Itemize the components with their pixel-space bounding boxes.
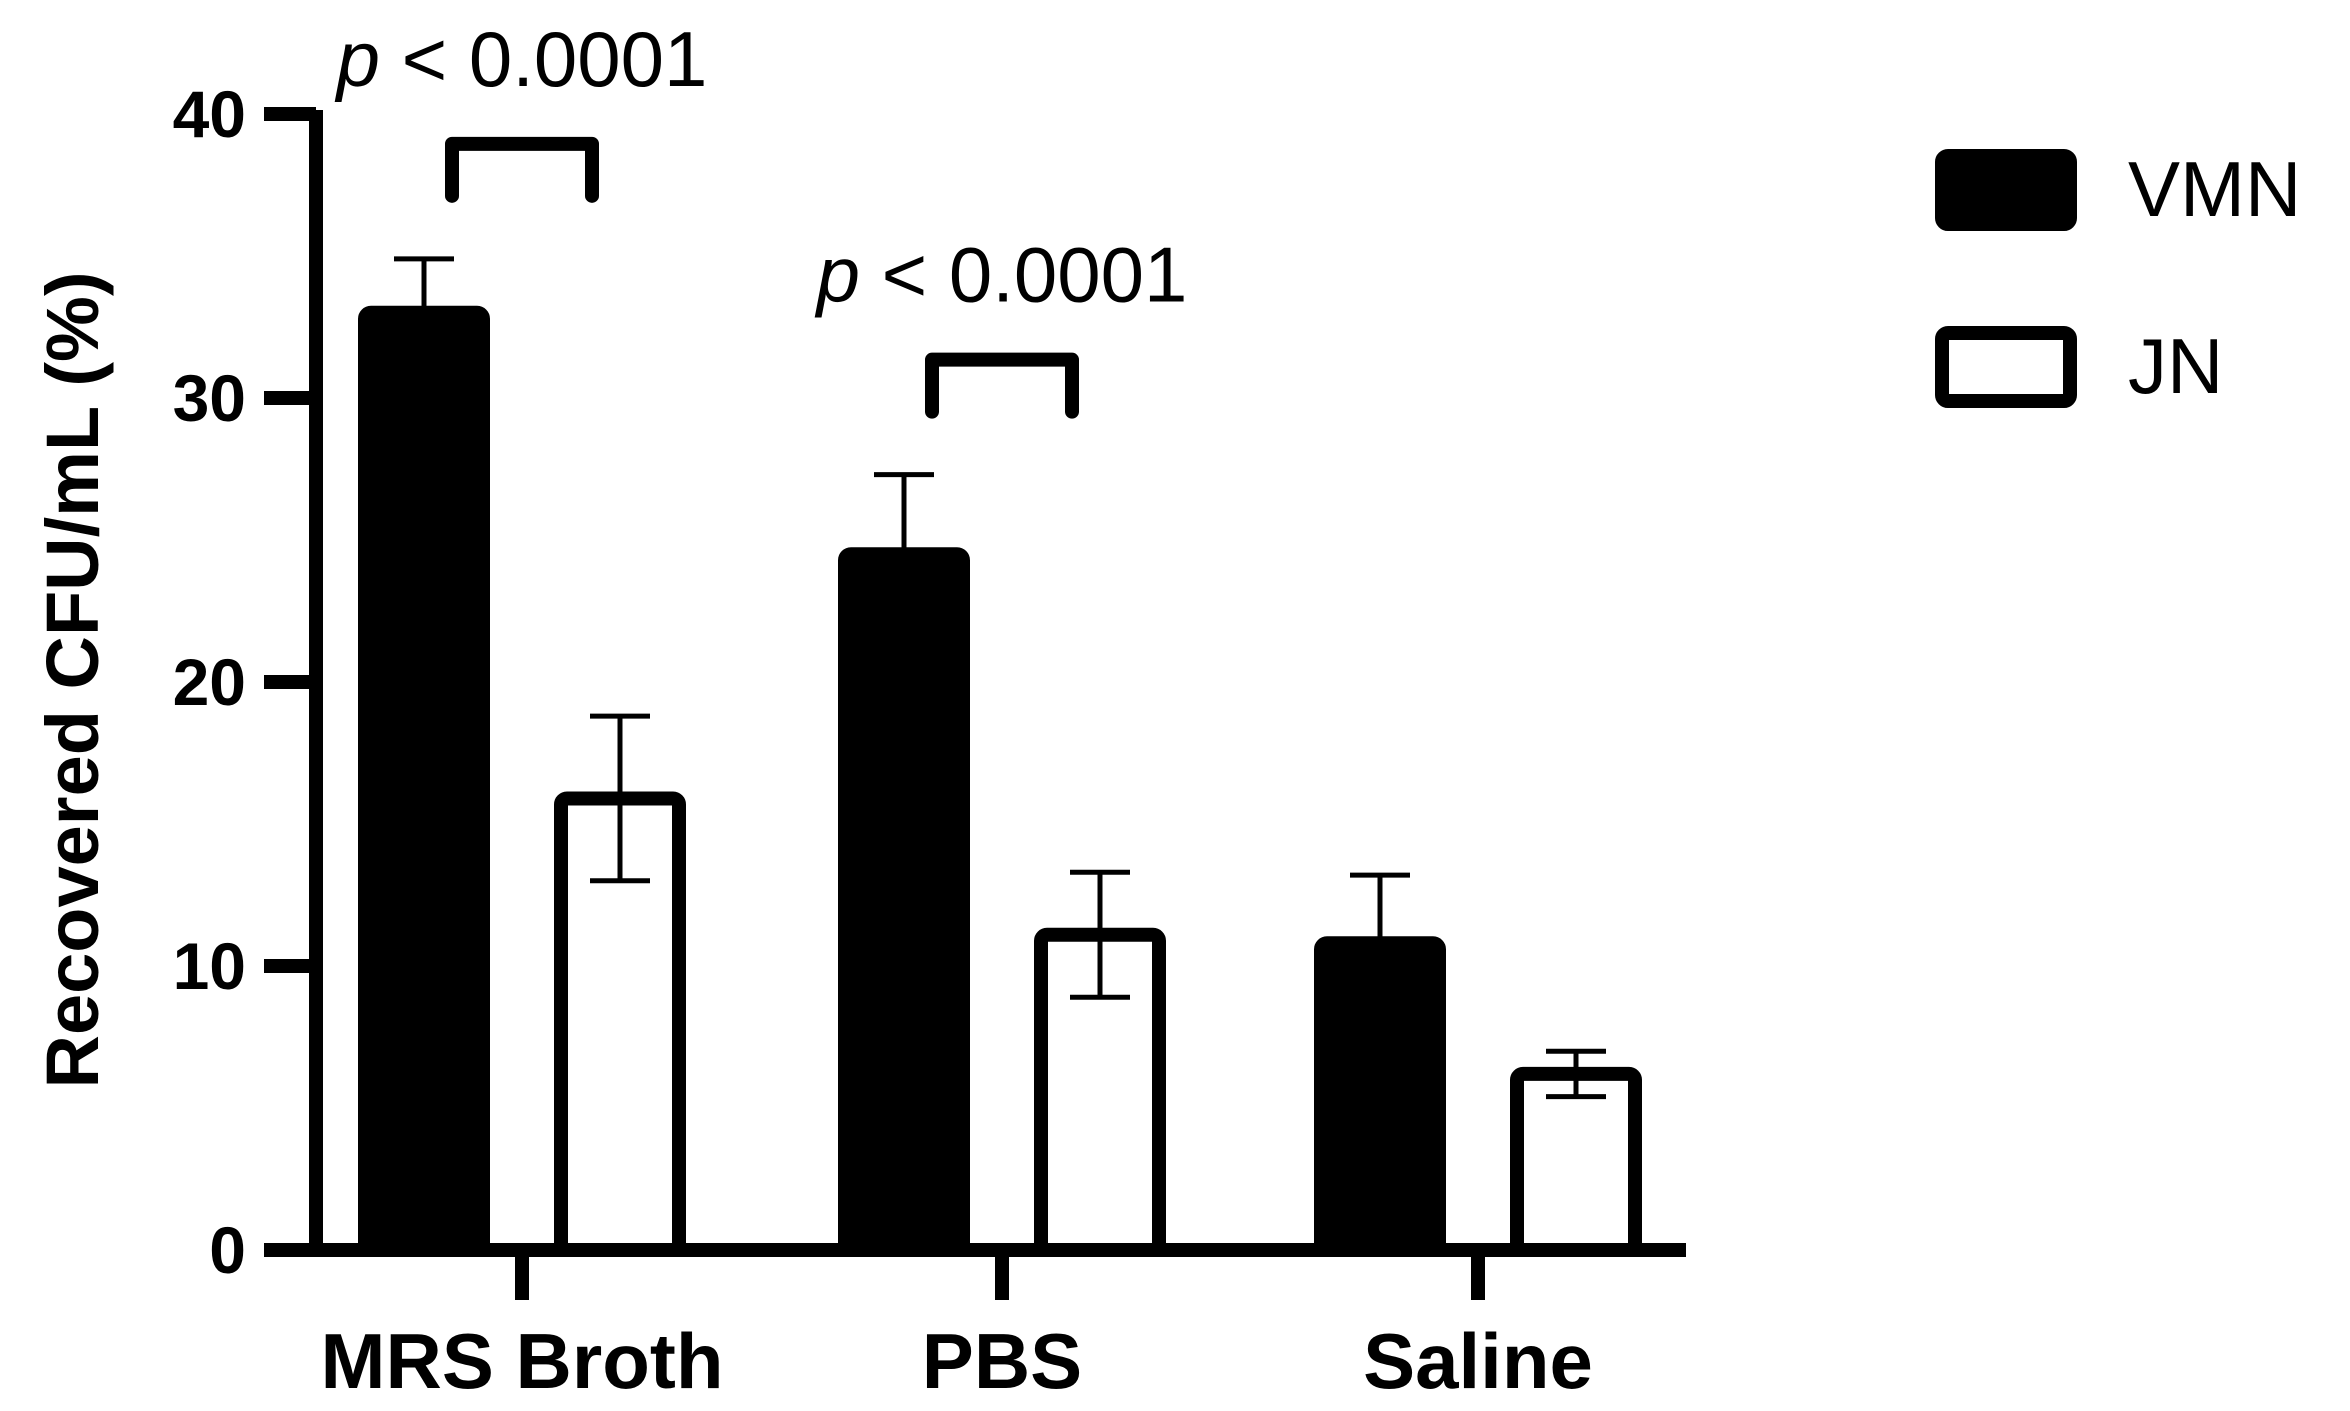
- bar: [838, 547, 970, 1257]
- x-tick-label: PBS: [922, 1317, 1082, 1405]
- significance-annotations: p < 0.0001 p < 0.0001: [335, 15, 1188, 419]
- legend-label: JN: [2128, 322, 2223, 410]
- y-tick-label: 0: [209, 1213, 246, 1287]
- y-tick-label: 40: [173, 77, 246, 151]
- legend-swatch: [1935, 326, 2077, 408]
- y-tick-label: 20: [173, 645, 246, 719]
- legend-label: VMN: [2128, 145, 2301, 233]
- bar: [1314, 936, 1446, 1258]
- significance-bracket: [925, 352, 1079, 419]
- axes: 0 10 20 30 40 MRS Broth PBS Saline: [173, 77, 1686, 1405]
- bars: [358, 305, 1642, 1258]
- legend-swatch: [1935, 149, 2077, 231]
- error-bars: [394, 256, 1606, 1100]
- y-tick-label: 30: [173, 361, 246, 435]
- y-tick-label: 10: [173, 929, 246, 1003]
- x-tick-label: Saline: [1363, 1317, 1593, 1405]
- x-tick-label: MRS Broth: [321, 1317, 724, 1405]
- p-value-label: p < 0.0001: [335, 15, 708, 103]
- bar: [1510, 1066, 1642, 1258]
- legend: VMN JN: [1935, 145, 2301, 410]
- p-value-label: p < 0.0001: [815, 231, 1188, 319]
- y-axis-label: Recovered CFU/mL (%): [31, 272, 114, 1089]
- significance-bracket: [445, 136, 599, 203]
- bar: [358, 305, 490, 1257]
